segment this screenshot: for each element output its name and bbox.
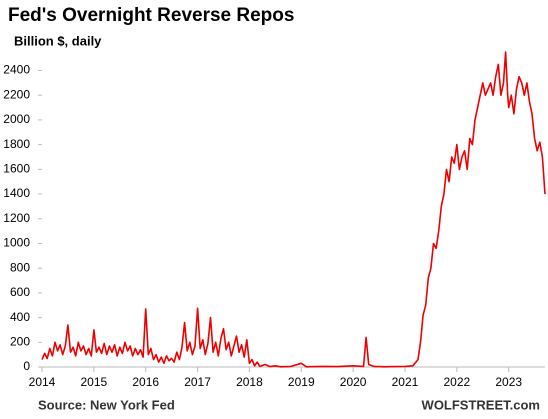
x-tick-label: 2014 — [29, 375, 56, 389]
y-tick-label: 1600 — [3, 162, 30, 176]
y-tick-label: 1800 — [3, 137, 30, 151]
x-tick-label: 2020 — [340, 375, 367, 389]
x-tick-label: 2016 — [132, 375, 159, 389]
y-tick-label: 1200 — [3, 211, 30, 225]
x-tick-label: 2017 — [184, 375, 211, 389]
x-tick-label: 2015 — [81, 375, 108, 389]
x-tick-label: 2022 — [443, 375, 470, 389]
y-tick-label: 0 — [23, 359, 30, 373]
chart-subtitle: Billion $, daily — [14, 33, 102, 48]
y-tick-label: 2000 — [3, 112, 30, 126]
y-tick-label: 2400 — [3, 63, 30, 77]
y-tick-label: 600 — [10, 285, 30, 299]
chart-title: Fed's Overnight Reverse Repos — [8, 5, 294, 26]
x-tick-label: 2018 — [236, 375, 263, 389]
x-tick-label: 2019 — [288, 375, 315, 389]
y-tick-label: 400 — [10, 310, 30, 324]
y-tick-label: 800 — [10, 260, 30, 274]
source: Source: New York Fed — [38, 397, 175, 412]
y-tick-label: 200 — [10, 334, 30, 348]
credit: WOLFSTREET.com — [422, 397, 540, 412]
y-tick-label: 1000 — [3, 236, 30, 250]
x-tick-label: 2021 — [392, 375, 419, 389]
x-tick-label: 2023 — [495, 375, 522, 389]
y-tick-label: 1400 — [3, 186, 30, 200]
data-line — [41, 51, 546, 368]
y-tick-label: 2200 — [3, 87, 30, 101]
